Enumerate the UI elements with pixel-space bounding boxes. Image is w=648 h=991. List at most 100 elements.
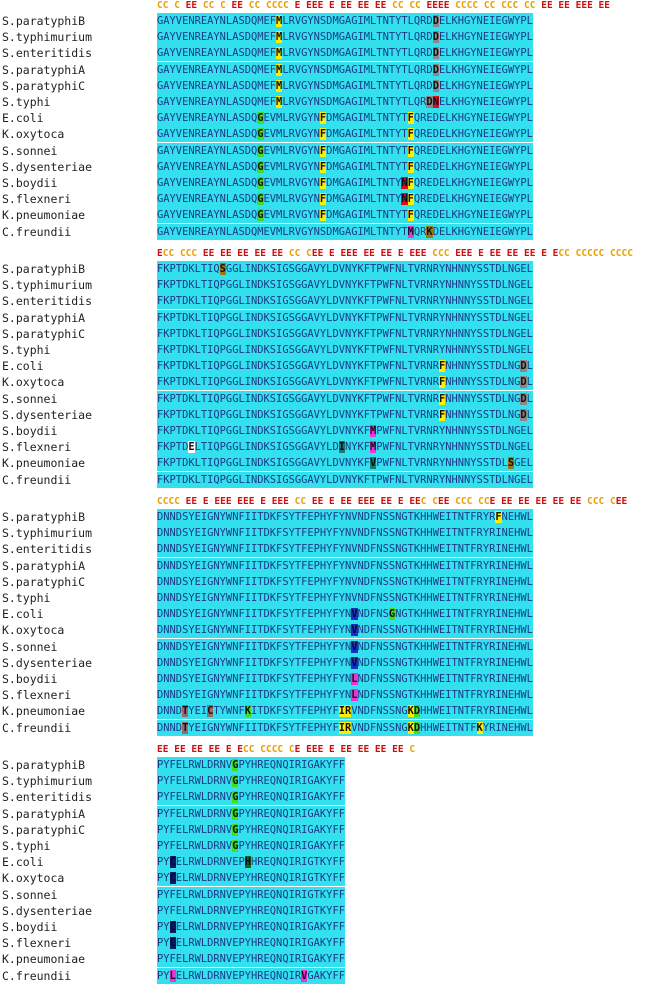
highlighted-residue: I <box>338 441 345 454</box>
species-name: S.paratyphiB <box>2 510 86 524</box>
residue-sequence: GAYVENREAYNLASDQGEVMLRVGYNFDMGAGIMLTNTYT… <box>157 158 533 175</box>
highlighted-residue: D <box>432 31 439 44</box>
highlighted-residue: L <box>351 689 358 702</box>
species-name: S.paratyphiA <box>2 558 86 573</box>
species-name: S.enteritidis <box>2 790 93 805</box>
sequence-row: S.paratyphiB GAYVENREAYNLASDQMEFMLRVGYNSD… <box>0 13 648 29</box>
residue-sequence: FKPTDKLTIQPGGLINDKSIGSGGAVYLDVNYKFVPWFNL… <box>157 455 533 472</box>
highlighted-residue: N <box>401 177 408 189</box>
residue-sequence: FKPTDKLTIQPGGLINDKSIGSGGAVYLDVNYKFTPWFNL… <box>157 471 533 488</box>
highlighted-residue: C <box>169 937 176 950</box>
sequence-row: S.dysenteriae FKPTDKLTIQPGGLINDKSIGSGGAVY… <box>0 406 648 423</box>
highlighted-residue: V <box>351 640 358 653</box>
highlighted-residue: G <box>257 193 264 206</box>
sequence-row: S.paratyphiC DNNDSYEIGNYWNFIITDKFSYTFEPHY… <box>0 573 648 590</box>
sequence-row: K.oxytoca PYCELRWLDRNVEPYHREQNQIRIGTKYFF <box>0 870 648 887</box>
highlighted-residue: L <box>351 673 358 685</box>
residue-sequence: GAYVENREAYNLASDQMEFMLRVGYNSDMGAGIMLTNTYT… <box>157 94 533 110</box>
highlighted-residue: F <box>319 144 327 157</box>
species-name: S.paratyphiC <box>2 822 86 837</box>
sequence-row: S.boydii PYCELRWLDRNVEPYHREQNQIRIGAKYFF <box>0 919 648 935</box>
species-name: K.oxytoca <box>2 375 65 390</box>
residue-sequence: FKPTDKLTIQSGGLINDKSIGSGGAVYLDVNYKFTPWFNL… <box>157 261 533 277</box>
highlighted-residue: M <box>276 47 283 60</box>
species-name: S.dysenteriae <box>2 407 93 422</box>
highlighted-residue: M <box>370 425 377 437</box>
residue-sequence: FKPTDKLTIQPGGLINDKSIGSGGAVYLDVNYKFMPWFNL… <box>157 423 533 439</box>
highlighted-residue: K <box>407 721 414 734</box>
residue-sequence: GAYVENREAYNLASDQMEVMLRVGYNSDMGAGIMLTNTYT… <box>157 223 533 240</box>
residue-sequence: DNNDSYEIGNYWNFIITDKFSYTFEPHYFYNVNDFNSSNG… <box>157 654 533 671</box>
sequence-row: S.flexneri DNNDSYEIGNYWNFIITDKFSYTFEPHYFY… <box>0 687 648 704</box>
species-name: S.paratyphiA <box>2 62 86 77</box>
highlighted-residue: D <box>432 15 439 27</box>
species-name: K.oxytoca <box>2 623 65 638</box>
residue-sequence: FKPTDKLTIQPGGLINDKSIGSGGAVYLDVNYKFTPWFNL… <box>157 358 533 375</box>
species-name: K.pneumoniae <box>2 208 86 223</box>
highlighted-residue: D <box>432 47 439 60</box>
highlighted-residue: D <box>520 376 527 389</box>
highlighted-residue: G <box>257 160 264 173</box>
highlighted-residue: S <box>219 263 226 275</box>
residue-sequence: GAYVENREAYNLASDQMEFMLRVGYNSDMGAGIMLTNTYT… <box>157 29 533 46</box>
species-name: S.flexneri <box>2 192 72 207</box>
species-name: S.paratyphiB <box>2 262 86 276</box>
sequence-row: S.enteritidis DNNDSYEIGNYWNFIITDKFSYTFEPH… <box>0 541 648 558</box>
sequence-row: K.pneumoniae FKPTDKLTIQPGGLINDKSIGSGGAVYL… <box>0 455 648 472</box>
highlighted-residue: F <box>438 360 446 373</box>
sequence-row: S.paratyphiC PYFELRWLDRNVGPYHREQNQIRIGAKY… <box>0 821 648 838</box>
residue-sequence: PYFELRWLDRNVGPYHREQNQIRIGAKYFF <box>157 821 345 838</box>
highlighted-residue: F <box>319 112 327 125</box>
sequence-row: K.pneumoniae DNNDTYEICTYWNFKITDKFSYTFEPHY… <box>0 703 648 720</box>
highlighted-residue: R <box>344 705 352 718</box>
species-name: C.freundii <box>2 224 72 239</box>
sequence-row: S.dysenteriae DNNDSYEIGNYWNFIITDKFSYTFEPH… <box>0 654 648 671</box>
highlighted-residue: F <box>407 177 414 189</box>
species-name: S.typhimurium <box>2 774 93 789</box>
residue-sequence: DNNDSYEIGNYWNFIITDKFSYTFEPHYFYNVNDFNSSNG… <box>157 525 533 542</box>
species-name: E.coli <box>2 855 44 870</box>
sequence-row: S.paratyphiA PYFELRWLDRNVGPYHREQNQIRIGAKY… <box>0 805 648 822</box>
species-name: C.freundii <box>2 968 72 983</box>
highlighted-residue: T <box>182 721 189 734</box>
residue-sequence: FKPTDKLTIQPGGLINDKSIGSGGAVYLDVNYKFTPWFNL… <box>157 342 533 358</box>
species-name: S.paratyphiC <box>2 326 86 341</box>
highlighted-residue: F <box>407 209 414 222</box>
sequence-row: S.paratyphiB PYFELRWLDRNVGPYHREQNQIRIGAKY… <box>0 757 648 773</box>
sequence-row: S.boydii DNNDSYEIGNYWNFIITDKFSYTFEPHYFYNL… <box>0 671 648 687</box>
species-name: E.coli <box>2 111 44 126</box>
highlighted-residue: F <box>319 177 327 189</box>
sequence-row: S.typhimurium FKPTDKLTIQPGGLINDKSIGSGGAVY… <box>0 277 648 294</box>
residue-sequence: PYFELRWLDRNVGPYHREQNQIRIGAKYFF <box>157 805 345 822</box>
highlighted-residue: V <box>351 656 358 669</box>
highlighted-residue: G <box>257 209 264 222</box>
species-name: K.pneumoniae <box>2 456 86 471</box>
residue-sequence: FKPTDKLTIQPGGLINDKSIGSGGAVYLDVNYKFTPWFNL… <box>157 406 533 423</box>
species-name: S.typhi <box>2 95 51 109</box>
sequence-row: K.oxytoca FKPTDKLTIQPGGLINDKSIGSGGAVYLDVN… <box>0 374 648 391</box>
sequence-row: K.oxytoca DNNDSYEIGNYWNFIITDKFSYTFEPHYFYN… <box>0 622 648 639</box>
species-name: S.sonnei <box>2 639 58 654</box>
residue-sequence: PYFELRWLDRNVGPYHREQNQIRIGAKYFF <box>157 773 345 790</box>
secondary-structure-annotation: ECC CCC EE EE EE EE EE CC CEE E EEE EE E… <box>157 248 633 259</box>
species-name: S.sonnei <box>2 887 58 902</box>
highlighted-residue: F <box>407 144 414 157</box>
species-name: S.typhi <box>2 343 51 357</box>
highlighted-residue: D <box>432 63 439 76</box>
residue-sequence: PYCELRWLDRNVEPYHREQNQIRIGAKYFF <box>157 919 345 935</box>
sequence-row: E.coli DNNDSYEIGNYWNFIITDKFSYTFEPHYFYNVND… <box>0 606 648 623</box>
residue-sequence: FKPTDKLTIQPGGLINDKSIGSGGAVYLDVNYKFTPWFNL… <box>157 309 533 326</box>
highlighted-residue: V <box>301 969 308 982</box>
species-name: S.flexneri <box>2 688 72 703</box>
highlighted-residue: F <box>495 511 502 523</box>
species-name: S.boydii <box>2 920 58 934</box>
highlighted-residue: M <box>276 63 283 76</box>
residue-sequence: FKPTDKLTIQPGGLINDKSIGSGGAVYLDVNYKFTPWFNL… <box>157 390 533 407</box>
highlighted-residue: K <box>476 721 483 734</box>
highlighted-residue: G <box>257 144 264 157</box>
highlighted-residue: G <box>257 177 264 189</box>
species-name: S.paratyphiB <box>2 14 86 28</box>
residue-sequence: GAYVENREAYNLASDQGEVMLRVGYNFDMGAGIMLTNTYT… <box>157 207 533 224</box>
sequence-row: S.enteritidis GAYVENREAYNLASDQMEFMLRVGYNS… <box>0 45 648 62</box>
species-name: S.flexneri <box>2 936 72 951</box>
